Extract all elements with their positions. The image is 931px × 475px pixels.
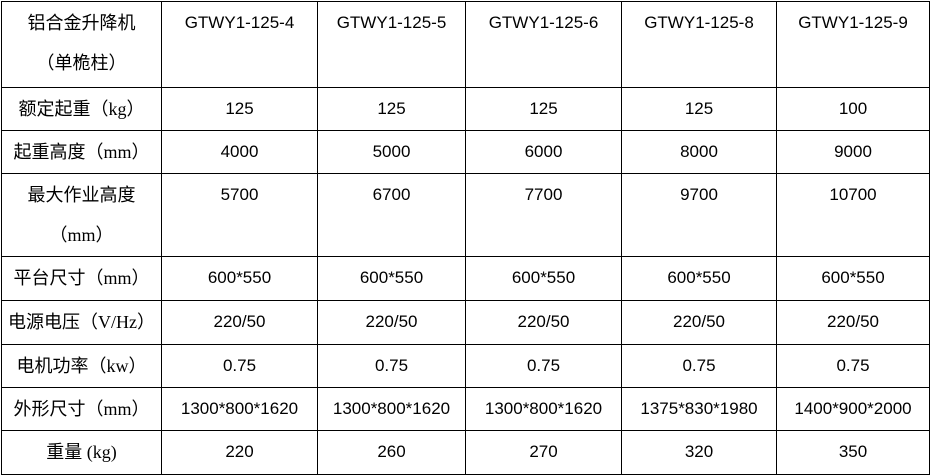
spec-value-cell: 10700 (776, 173, 930, 257)
spec-value-cell: 220/50 (621, 300, 777, 345)
table-row: 起重高度（mm） 4000 5000 6000 8000 9000 (1, 130, 930, 174)
model-header: GTWY1-125-8 (621, 1, 777, 88)
spec-value-cell: 1300*800*1620 (465, 387, 622, 431)
spec-value-cell: 220/50 (776, 300, 930, 345)
spec-value-cell: 0.75 (317, 344, 466, 388)
table-row: 外形尺寸（mm） 1300*800*1620 1300*800*1620 1300*8… (1, 387, 930, 431)
spec-value-cell: 600*550 (465, 256, 622, 301)
table-row: 电机功率（kw） 0.75 0.75 0.75 0.75 0.75 (1, 344, 930, 388)
spec-value-cell: 220/50 (161, 300, 318, 345)
model-header: GTWY1-125-9 (776, 1, 930, 88)
spec-table-body: 额定起重（kg） 125 125 125 125 100 起重高度（mm） 4000 5000 6… (1, 87, 930, 475)
spec-value-cell: 0.75 (776, 344, 930, 388)
spec-value-cell: 125 (621, 87, 777, 131)
spec-value-cell: 6000 (465, 130, 622, 174)
spec-value-cell: 0.75 (465, 344, 622, 388)
spec-value-cell: 220/50 (317, 300, 466, 345)
spec-value-cell: 4000 (161, 130, 318, 174)
spec-value-cell: 6700 (317, 173, 466, 257)
spec-value-cell: 600*550 (317, 256, 466, 301)
row-label: 电源电压（V/Hz） (1, 300, 162, 345)
row-label: 最大作业高度 （mm） (1, 173, 162, 257)
model-header: GTWY1-125-5 (317, 1, 466, 88)
table-row: 平台尺寸（mm） 600*550 600*550 600*550 600*550 600*… (1, 256, 930, 301)
header-row: 铝合金升降机 （单桅柱） GTWY1-125-4 GTWY1-125-5 GTWY1… (1, 1, 930, 88)
spec-value-cell: 1375*830*1980 (621, 387, 777, 431)
model-header: GTWY1-125-4 (161, 1, 318, 88)
spec-value-cell: 1300*800*1620 (317, 387, 466, 431)
row-label: 额定起重（kg） (1, 87, 162, 131)
row-label: 平台尺寸（mm） (1, 256, 162, 301)
spec-value-cell: 100 (776, 87, 930, 131)
table-row: 最大作业高度 （mm） 5700 6700 7700 9700 10700 (1, 173, 930, 257)
spec-value-cell: 9700 (621, 173, 777, 257)
spec-value-cell: 5000 (317, 130, 466, 174)
spec-value-cell: 0.75 (161, 344, 318, 388)
table-row: 电源电压（V/Hz） 220/50 220/50 220/50 220/50 220/50 (1, 300, 930, 345)
spec-value-cell: 7700 (465, 173, 622, 257)
model-header: GTWY1-125-6 (465, 1, 622, 88)
spec-value-cell: 220/50 (465, 300, 622, 345)
spec-value-cell: 5700 (161, 173, 318, 257)
spec-value-cell: 0.75 (621, 344, 777, 388)
row-label: 外形尺寸（mm） (1, 387, 162, 431)
spec-value-cell: 125 (161, 87, 318, 131)
row-label: 电机功率（kw） (1, 344, 162, 388)
spec-value-cell: 1400*900*2000 (776, 387, 930, 431)
spec-value-cell: 600*550 (621, 256, 777, 301)
table-row: 额定起重（kg） 125 125 125 125 100 (1, 87, 930, 131)
product-name-header: 铝合金升降机 （单桅柱） (1, 1, 162, 88)
spec-value-cell: 125 (465, 87, 622, 131)
spec-value-cell: 8000 (621, 130, 777, 174)
spec-value-cell: 600*550 (161, 256, 318, 301)
row-label: 起重高度（mm） (1, 130, 162, 174)
spec-value-cell: 9000 (776, 130, 930, 174)
spec-value-cell: 600*550 (776, 256, 930, 301)
spec-value-cell: 125 (317, 87, 466, 131)
spec-value-cell: 1300*800*1620 (161, 387, 318, 431)
